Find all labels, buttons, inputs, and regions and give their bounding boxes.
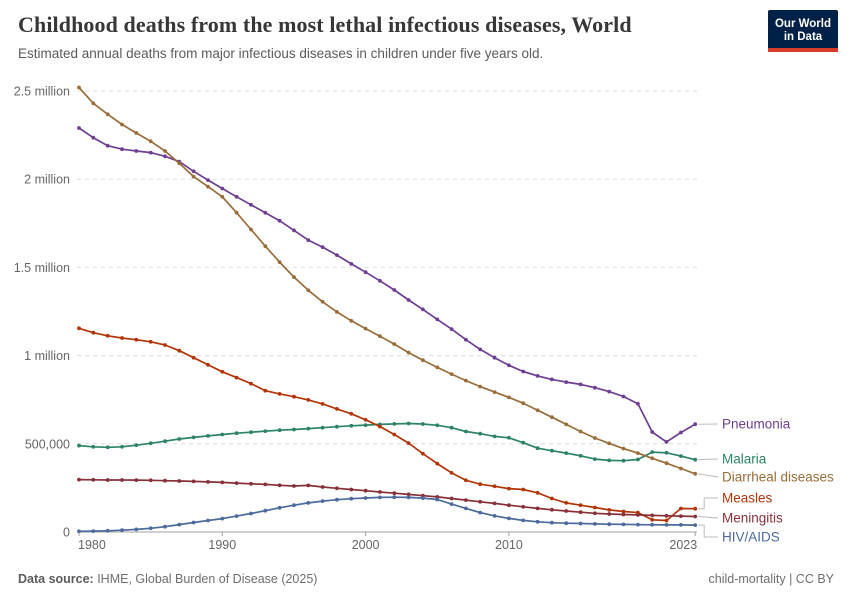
- svg-text:2000: 2000: [352, 538, 380, 552]
- legend-label-diarrheal-diseases[interactable]: Diarrheal diseases: [722, 469, 834, 485]
- chart-footer: Data source: IHME, Global Burden of Dise…: [18, 572, 834, 586]
- svg-text:2010: 2010: [495, 538, 523, 552]
- legend-label-measles[interactable]: Measles: [722, 490, 773, 506]
- svg-text:2.5 million: 2.5 million: [14, 85, 70, 99]
- svg-text:1.5 million: 1.5 million: [14, 261, 70, 275]
- svg-text:1990: 1990: [208, 538, 236, 552]
- owid-logo-line2: in Data: [783, 31, 823, 43]
- data-source-label: Data source:: [18, 572, 94, 586]
- legend-label-pneumonia[interactable]: Pneumonia: [722, 416, 791, 432]
- legend-label-meningitis[interactable]: Meningitis: [722, 510, 783, 526]
- owid-logo-line1: Our World: [774, 18, 831, 30]
- legend-label-hiv-aids[interactable]: HIV/AIDS: [722, 529, 780, 545]
- owid-logo-red-bar: [768, 48, 838, 52]
- data-source: Data source: IHME, Global Burden of Dise…: [18, 572, 317, 586]
- svg-text:500,000: 500,000: [25, 437, 70, 451]
- owid-logo[interactable]: Our World in Data: [768, 10, 838, 52]
- page-title: Childhood deaths from the most lethal in…: [18, 12, 632, 37]
- svg-text:2 million: 2 million: [24, 173, 70, 187]
- data-source-value: IHME, Global Burden of Disease (2025): [93, 572, 318, 586]
- svg-text:0: 0: [63, 526, 70, 540]
- chart-header: Childhood deaths from the most lethal in…: [18, 12, 758, 61]
- footer-note: child-mortality | CC BY: [709, 572, 835, 586]
- svg-text:1980: 1980: [78, 538, 106, 552]
- legend-label-malaria[interactable]: Malaria: [722, 451, 767, 467]
- svg-text:2023: 2023: [669, 538, 697, 552]
- svg-text:1 million: 1 million: [24, 349, 70, 363]
- page-subtitle: Estimated annual deaths from major infec…: [18, 46, 544, 61]
- footer-note-link[interactable]: child-mortality | CC BY: [708, 572, 835, 586]
